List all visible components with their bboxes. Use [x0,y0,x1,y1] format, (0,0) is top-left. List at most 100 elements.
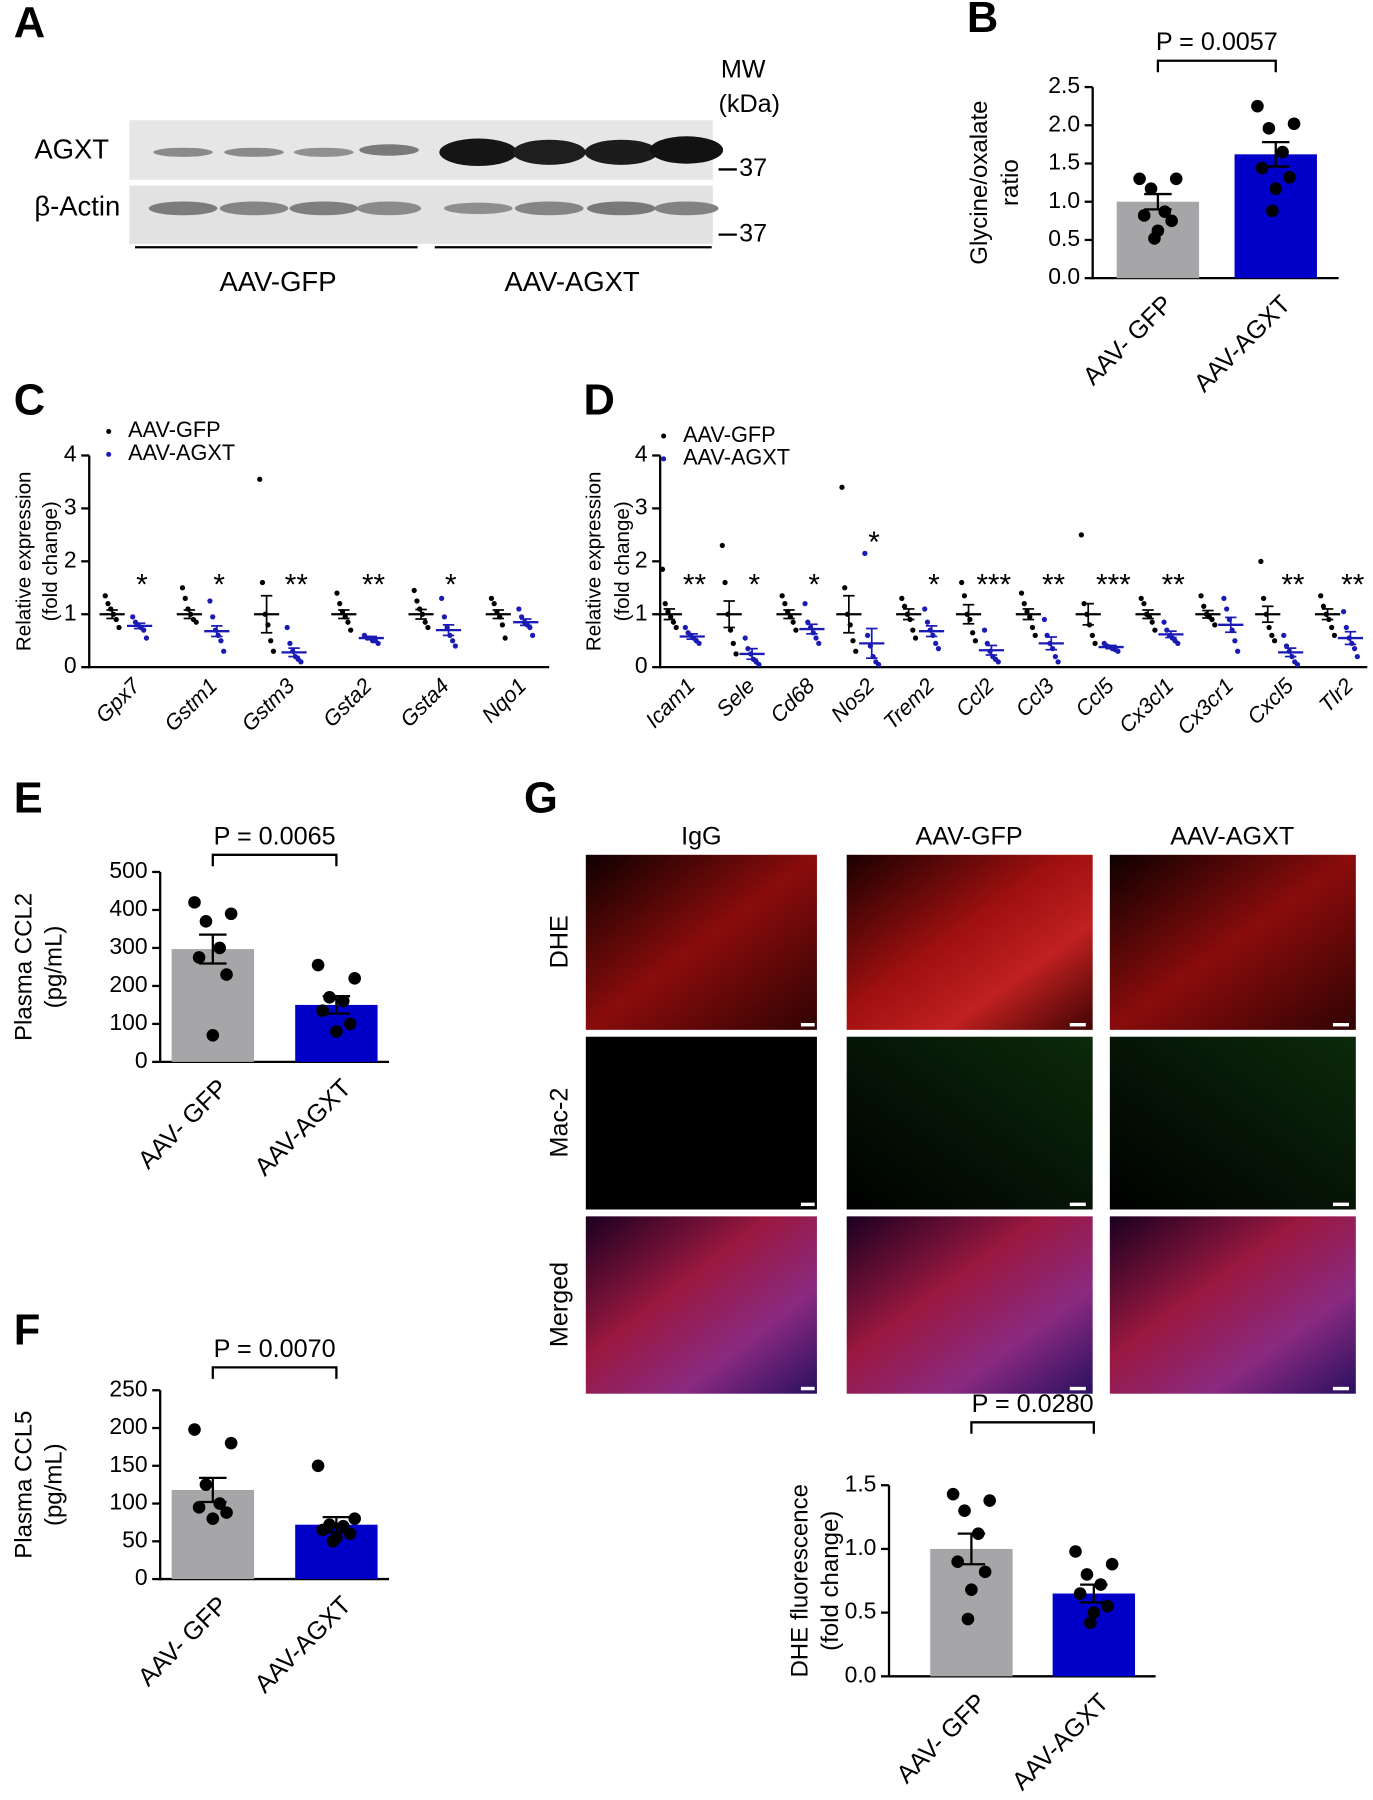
data-point [1221,595,1227,602]
y-tick-label: 100 [109,1489,147,1515]
x-tick-label: Gsta4 [395,673,454,732]
data-point [193,619,199,625]
data-point [1320,603,1327,609]
significance-mark: ** [285,568,309,601]
data-point [224,907,238,921]
micrograph-grid: IgG AAV-GFP AAV-AGXT DHE Mac-2 Merged [545,822,1356,1394]
y-tick-label: 150 [109,1451,147,1477]
data-point [516,606,522,612]
data-point [316,1004,329,1017]
data-point [1175,640,1181,646]
band [584,139,658,165]
y-axis-label: Plasma CCL5 [11,1411,38,1559]
data-point [1052,653,1059,660]
band [439,138,518,167]
data-point [499,622,506,628]
row-label: DHE [545,915,573,968]
x-tick-label: AAV-AGXT [249,1591,356,1698]
data-point [790,619,796,625]
data-point [450,638,456,644]
x-tick-label: Gstm3 [236,673,299,736]
mw-header: (kDa) [719,90,781,118]
data-point [311,1459,325,1473]
significance-mark: * [213,568,225,601]
data-point [179,585,186,591]
data-point [1271,638,1278,644]
data-point [802,601,808,607]
data-point [719,542,725,549]
column-label: IgG [681,822,722,850]
data-point [662,601,668,607]
data-point [958,1504,971,1518]
x-tick-label: Cxcl5 [1242,672,1299,729]
data-point [670,619,677,625]
significance-mark: ** [1042,568,1066,601]
data-point [257,476,263,482]
data-point [1340,608,1347,615]
p-value: P = 0.0057 [1156,28,1278,56]
data-point [1198,593,1204,599]
legend-label: AAV-GFP [683,422,776,447]
data-point [1032,632,1038,639]
micrograph [1109,1036,1356,1210]
micrograph [1109,1216,1356,1394]
micrograph [585,1216,817,1394]
data-point [935,646,942,652]
data-point [529,632,536,639]
mw-marker: 37 [739,154,767,182]
data-point [1133,172,1146,186]
data-point [1115,648,1121,654]
data-point [1287,117,1301,131]
micrograph [846,1216,1093,1394]
data-point [1055,659,1061,665]
y-tick-label: 2.5 [1048,72,1080,98]
significance-mark: * [808,568,820,601]
band [294,147,354,157]
significance-bracket [970,1421,1095,1434]
y-tick-label: 250 [109,1375,147,1401]
data-point [330,1025,343,1038]
x-tick-label: AAV-AGXT [1007,1688,1114,1795]
data-point [899,595,905,602]
data-point [782,601,788,607]
p-value: P = 0.0065 [214,822,336,850]
scale-bar [1069,1022,1086,1027]
data-point [875,661,882,668]
scale-bar [800,1386,815,1391]
micrograph [846,1036,1093,1210]
data-point [348,1512,361,1525]
y-axis-label: Plasma CCL2 [11,893,38,1041]
data-point [1084,1616,1097,1630]
data-point [816,640,822,646]
data-point [218,638,224,644]
significance-mark: ** [1162,568,1186,601]
significance-mark: * [445,568,457,601]
data-point [1041,616,1048,623]
data-point [946,1487,960,1501]
legend-marker [106,428,112,434]
x-tick-label: AAV-AGXT [249,1074,356,1181]
y-tick-label: 0.5 [845,1598,877,1624]
data-point [1258,558,1264,564]
data-point [981,627,988,633]
y-tick-label: 0.5 [1048,225,1080,251]
micrograph [585,1036,817,1210]
bar [1052,1593,1136,1677]
data-point [983,1494,996,1507]
y-tick-label: 2 [64,546,77,572]
band [649,136,724,164]
data-point [206,1512,220,1525]
data-point [1251,99,1264,113]
data-point [839,484,845,490]
band [443,202,513,215]
data-point [901,603,908,609]
y-tick-label: 1.0 [845,1534,877,1560]
data-point [336,994,350,1008]
y-tick-label: 200 [109,971,147,997]
data-point [1087,1606,1101,1619]
scale-bar [1332,1386,1349,1391]
group-label: AAV-GFP [220,266,337,297]
y-axis-label: (fold change) [817,1511,844,1651]
data-point [343,1017,357,1031]
bar [171,1489,255,1580]
